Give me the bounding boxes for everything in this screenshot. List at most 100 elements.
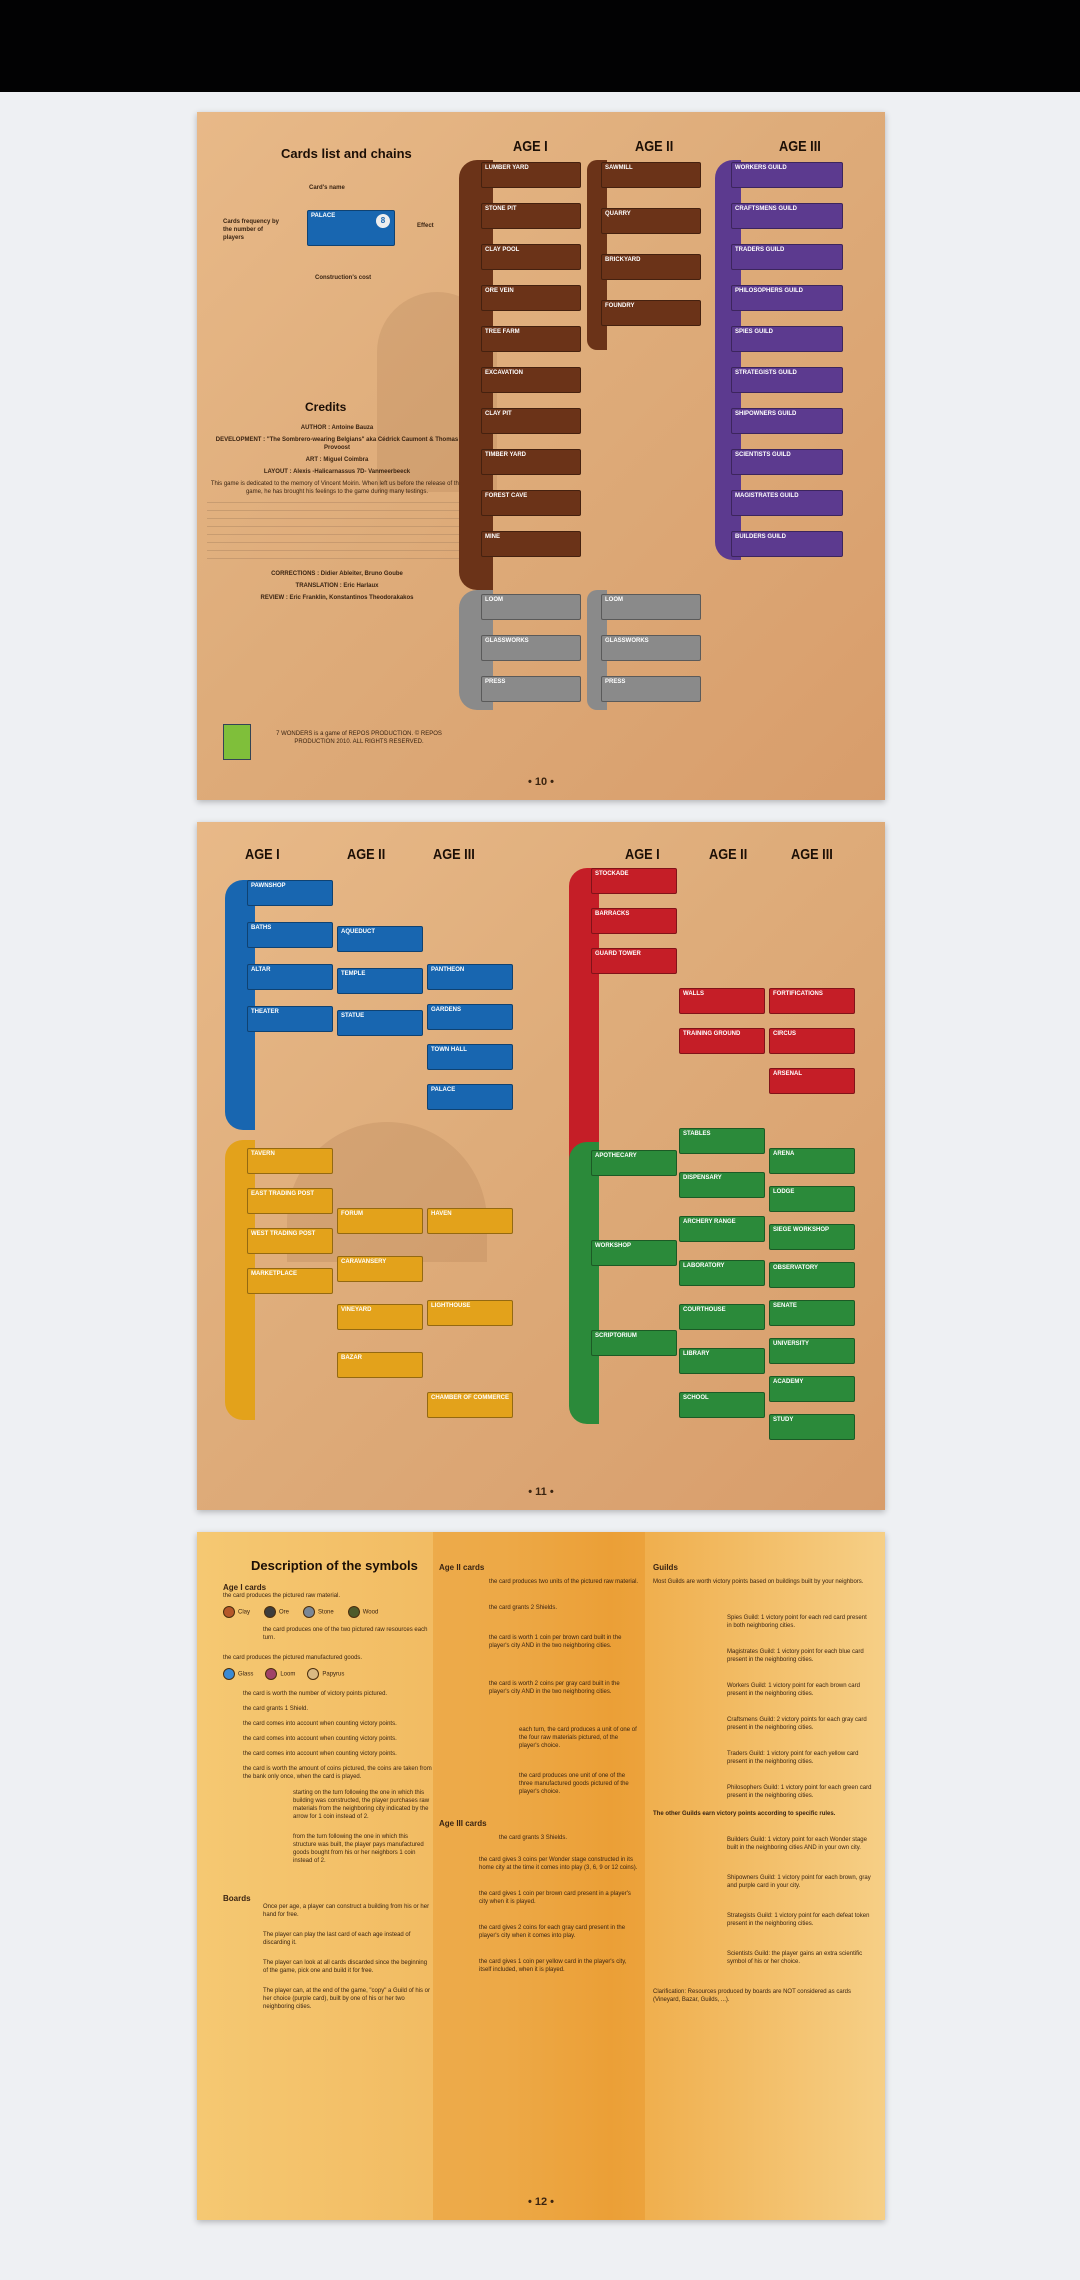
papyrus-icon xyxy=(307,1668,320,1680)
glass-icon xyxy=(223,1668,235,1680)
card: STATUE xyxy=(337,1010,423,1036)
page-10: Cards list and chains Card's name Cards … xyxy=(197,112,885,800)
card: STOCKADE xyxy=(591,868,677,894)
card: AQUEDUCT xyxy=(337,926,423,952)
card: FORUM xyxy=(337,1208,423,1234)
age-header: AGE II xyxy=(635,138,674,155)
credits-block: AUTHOR : Antoine Bauza DEVELOPMENT : "Th… xyxy=(207,424,467,606)
page-title: Cards list and chains xyxy=(281,146,412,161)
card: OBSERVATORY xyxy=(769,1262,855,1288)
card: CLAY POOL xyxy=(481,244,581,270)
column-age1: Age I cards the card produces the pictur… xyxy=(223,1583,433,2010)
card: GARDENS xyxy=(427,1004,513,1030)
age-header: AGE III xyxy=(791,846,833,863)
age-header: AGE II xyxy=(709,846,748,863)
card: EAST TRADING POST xyxy=(247,1188,333,1214)
card: ARENA xyxy=(769,1148,855,1174)
card: PRESS xyxy=(481,676,581,702)
legend-frequency: Cards frequency by the number of players xyxy=(223,219,280,241)
card: SCRIPTORIUM xyxy=(591,1330,677,1356)
card: APOTHECARY xyxy=(591,1150,677,1176)
column-age2-3: Age II cards the card produces two units… xyxy=(439,1563,639,1974)
page-number: • 12 • xyxy=(527,2196,555,2208)
card: TOWN HALL xyxy=(427,1044,513,1070)
page-number: • 11 • xyxy=(528,1486,554,1498)
card: WEST TRADING POST xyxy=(247,1228,333,1254)
card: THEATER xyxy=(247,1006,333,1032)
card: LOOM xyxy=(481,594,581,620)
loom-icon xyxy=(265,1668,278,1680)
page-number: • 10 • xyxy=(527,776,555,788)
card: UNIVERSITY xyxy=(769,1338,855,1364)
card: GLASSWORKS xyxy=(481,635,581,661)
page-title: Description of the symbols xyxy=(251,1558,418,1573)
card: LIGHTHOUSE xyxy=(427,1300,513,1326)
card: PRESS xyxy=(601,676,701,702)
card: BUILDERS GUILD xyxy=(731,531,843,557)
card: TAVERN xyxy=(247,1148,333,1174)
page-12: Description of the symbols Age I cards t… xyxy=(197,1532,885,2220)
card: PAWNSHOP xyxy=(247,880,333,906)
card: SAWMILL xyxy=(601,162,701,188)
card: DISPENSARY xyxy=(679,1172,765,1198)
stone-icon xyxy=(303,1606,316,1618)
card: FOREST CAVE xyxy=(481,490,581,516)
card: HAVEN xyxy=(427,1208,513,1234)
legend-sample-card: PALACE 8 xyxy=(307,210,395,246)
clay-icon xyxy=(223,1606,235,1618)
card: TEMPLE xyxy=(337,968,423,994)
card: LODGE xyxy=(769,1186,855,1212)
card: ARCHERY RANGE xyxy=(679,1216,765,1242)
card: STABLES xyxy=(679,1128,765,1154)
card: CHAMBER OF COMMERCE xyxy=(427,1392,513,1418)
card: PANTHEON xyxy=(427,964,513,990)
card: STONE PIT xyxy=(481,203,581,229)
page-11: AGE I AGE II AGE III AGE I AGE II AGE II… xyxy=(197,822,885,1510)
card: COURTHOUSE xyxy=(679,1304,765,1330)
card: CIRCUS xyxy=(769,1028,855,1054)
card: TIMBER YARD xyxy=(481,449,581,475)
card: QUARRY xyxy=(601,208,701,234)
card: TRAINING GROUND xyxy=(679,1028,765,1054)
card: GUARD TOWER xyxy=(591,948,677,974)
legend-cards-name: Card's name xyxy=(309,185,345,191)
age-header: AGE III xyxy=(433,846,475,863)
card: MINE xyxy=(481,531,581,557)
card: LUMBER YARD xyxy=(481,162,581,188)
card: MAGISTRATES GUILD xyxy=(731,490,843,516)
age-header: AGE I xyxy=(245,846,280,863)
card: VINEYARD xyxy=(337,1304,423,1330)
card: LIBRARY xyxy=(679,1348,765,1374)
card: FORTIFICATIONS xyxy=(769,988,855,1014)
card: ALTAR xyxy=(247,964,333,990)
card: WALLS xyxy=(679,988,765,1014)
card: BRICKYARD xyxy=(601,254,701,280)
card: WORKSHOP xyxy=(591,1240,677,1266)
card: PALACE xyxy=(427,1084,513,1110)
card: WORKERS GUILD xyxy=(731,162,843,188)
card: SHIPOWNERS GUILD xyxy=(731,408,843,434)
card: FOUNDRY xyxy=(601,300,701,326)
card: SENATE xyxy=(769,1300,855,1326)
card: SCHOOL xyxy=(679,1392,765,1418)
legend-effect: Effect xyxy=(417,223,434,229)
card: CRAFTSMENS GUILD xyxy=(731,203,843,229)
column-guilds: Guilds Most Guilds are worth victory poi… xyxy=(653,1563,872,2004)
card: BAZAR xyxy=(337,1352,423,1378)
ore-icon xyxy=(264,1606,277,1618)
goods-list: Glass Loom Papyrus xyxy=(223,1668,433,1680)
wood-icon xyxy=(347,1606,360,1618)
card: ARSENAL xyxy=(769,1068,855,1094)
card: SIEGE WORKSHOP xyxy=(769,1224,855,1250)
card: GLASSWORKS xyxy=(601,635,701,661)
card: SCIENTISTS GUILD xyxy=(731,449,843,475)
card: STUDY xyxy=(769,1414,855,1440)
footer-text: 7 WONDERS is a game of REPOS PRODUCTION.… xyxy=(276,731,442,745)
publisher-logo xyxy=(223,724,251,760)
card: EXCAVATION xyxy=(481,367,581,393)
card: SPIES GUILD xyxy=(731,326,843,352)
card: BATHS xyxy=(247,922,333,948)
card: ORE VEIN xyxy=(481,285,581,311)
card: CLAY PIT xyxy=(481,408,581,434)
legend-cost: Construction's cost xyxy=(315,275,372,281)
